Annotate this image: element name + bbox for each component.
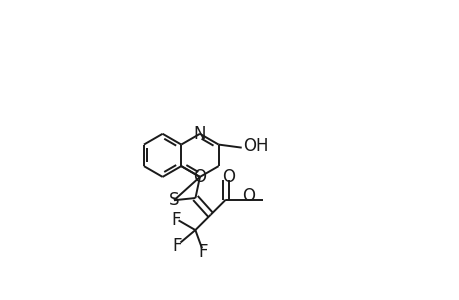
Text: F: F [171, 212, 180, 230]
Text: O: O [222, 168, 235, 186]
Text: F: F [198, 243, 208, 261]
Text: S: S [168, 191, 179, 209]
Text: F: F [172, 237, 181, 255]
Text: O: O [193, 168, 206, 186]
Text: N: N [193, 125, 206, 143]
Text: OH: OH [242, 137, 268, 155]
Text: O: O [241, 188, 254, 206]
